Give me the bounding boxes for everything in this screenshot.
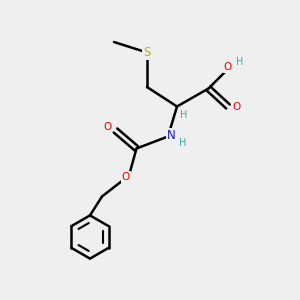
- Text: N: N: [167, 129, 176, 142]
- Text: O: O: [223, 62, 232, 72]
- Text: H: H: [236, 57, 243, 68]
- Text: O: O: [122, 172, 130, 182]
- Text: O: O: [232, 101, 241, 112]
- Text: H: H: [179, 138, 186, 148]
- Text: H: H: [180, 110, 187, 120]
- Text: O: O: [103, 122, 111, 133]
- Text: S: S: [143, 46, 151, 59]
